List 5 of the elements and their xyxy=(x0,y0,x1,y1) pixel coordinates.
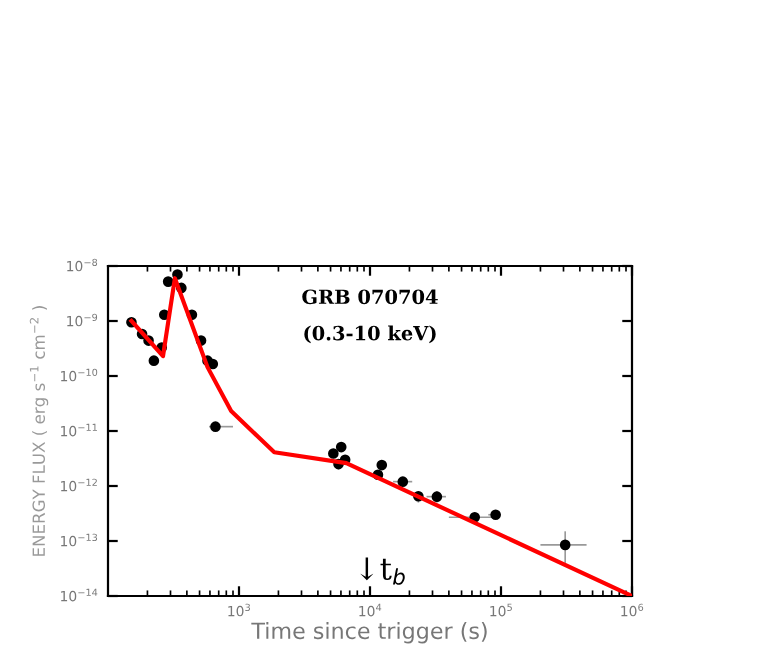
text: (0.3-10 keV) xyxy=(304,325,436,344)
annotation: ↓t$_{b}$ xyxy=(360,557,405,585)
y-axis-title: ENERGY FLUX ( erg s$^{−1}$ cm$^{−2}$ ) xyxy=(29,306,49,556)
x-axis-title: Time since trigger (s) xyxy=(251,621,487,644)
text: GRB 070704 xyxy=(302,289,438,305)
